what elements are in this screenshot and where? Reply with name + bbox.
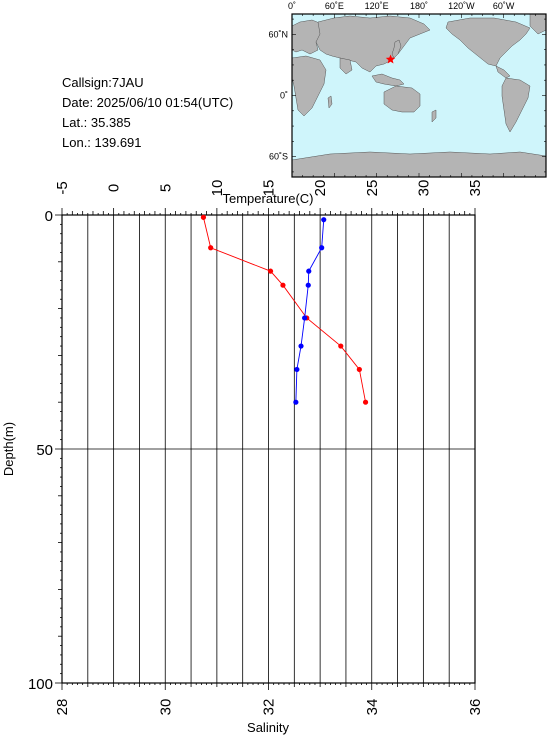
land-south-america <box>501 77 531 133</box>
salinity-tick-label: 36 <box>467 699 484 716</box>
lat-text: Lat.: 35.385 <box>62 115 131 130</box>
salinity-point <box>302 315 308 321</box>
temperature-point <box>362 399 369 405</box>
temperature-tick-label: 25 <box>364 180 381 197</box>
chart-grid <box>62 215 475 683</box>
map-labels: 0˚ 60˚E 120˚E 180˚ 120˚W 60˚W 60˚N 0˚ 60˚S <box>268 1 514 162</box>
temperature-point <box>280 282 286 288</box>
salinity-point <box>321 217 327 223</box>
salinity-point <box>319 245 325 251</box>
profile-chart: -5 0 5 10 15 20 25 30 35 28 30 32 34 36 0 50 100 Tempe… <box>1 180 484 735</box>
salinity-tick-label: 30 <box>157 699 174 716</box>
land-antarctica <box>292 151 546 177</box>
series-layer <box>200 214 369 405</box>
station-star <box>385 54 396 64</box>
map-lon-label: 120˚W <box>448 1 475 11</box>
temperature-profile-line <box>203 217 367 403</box>
map-lat-label: 0˚ <box>280 91 288 101</box>
salinity-point <box>294 366 300 373</box>
salinity-profile-line <box>295 219 325 403</box>
temperature-tick-label: 10 <box>209 180 226 197</box>
salinity-tick-label: 28 <box>54 699 71 716</box>
land-north-america <box>445 17 531 67</box>
world-map: 0˚ 60˚E 120˚E 180˚ 120˚W 60˚W 60˚N 0˚ 60˚S <box>268 1 547 178</box>
temperature-tick-label: 30 <box>415 180 432 197</box>
map-land <box>292 14 546 177</box>
station-marker-icon <box>385 54 396 64</box>
map-lon-label: 180˚ <box>410 1 428 11</box>
salinity-point <box>305 282 311 288</box>
land-africa <box>292 55 327 117</box>
temperature-tick-label: -5 <box>54 181 71 194</box>
map-lat-label: 60˚N <box>268 29 288 39</box>
temperature-tick-label: 35 <box>467 180 484 197</box>
depth-tick-labels: 0 50 100 <box>28 208 53 693</box>
salinity-tick-labels: 28 30 32 34 36 <box>54 699 484 716</box>
land-india <box>339 57 353 75</box>
salinity-axis-title: Salinity <box>247 720 289 735</box>
info-block: Callsign:7JAU Date: 2025/06/10 01:54(UTC… <box>62 75 233 150</box>
depth-tick-label: 50 <box>36 442 53 459</box>
salinity-point <box>306 268 312 274</box>
lon-text: Lon.: 139.691 <box>62 135 142 150</box>
temperature-tick-label: 5 <box>157 184 174 192</box>
temperature-tick-label: 20 <box>312 180 329 197</box>
salinity-point <box>293 399 299 405</box>
map-lat-label: 60˚S <box>269 152 288 162</box>
depth-tick-label: 0 <box>45 208 53 225</box>
callsign-text: Callsign:7JAU <box>62 75 144 90</box>
salinity-tick-label: 32 <box>261 699 278 716</box>
temperature-point <box>356 366 362 373</box>
map-ticks <box>291 14 547 177</box>
temperature-axis-title: Temperature(C) <box>222 191 313 206</box>
temperature-tick-label: 15 <box>261 180 278 197</box>
land-japan <box>391 39 402 59</box>
map-lon-label: 0˚ <box>288 1 296 11</box>
land-greenland <box>529 14 546 35</box>
depth-axis-title: Depth(m) <box>1 422 16 476</box>
salinity-point <box>298 343 304 349</box>
land-central-america <box>495 65 511 79</box>
land-indonesia <box>371 73 405 87</box>
land-new-zealand <box>431 109 437 123</box>
temperature-point <box>208 245 214 251</box>
depth-tick-label: 100 <box>28 676 53 693</box>
temperature-point <box>338 343 344 349</box>
map-lon-label: 60˚W <box>493 1 515 11</box>
chart-ticks <box>55 208 476 690</box>
temperature-tick-labels: -5 0 5 10 15 20 25 30 35 <box>54 180 484 197</box>
temperature-point <box>267 268 274 274</box>
date-text: Date: 2025/06/10 01:54(UTC) <box>62 95 233 110</box>
land-madagascar <box>327 95 333 109</box>
land-australia <box>383 85 421 113</box>
temperature-tick-label: 0 <box>106 184 123 192</box>
temperature-point <box>200 214 207 220</box>
map-lon-label: 120˚E <box>365 1 389 11</box>
map-lon-label: 60˚E <box>325 1 344 11</box>
salinity-tick-label: 34 <box>364 699 381 716</box>
